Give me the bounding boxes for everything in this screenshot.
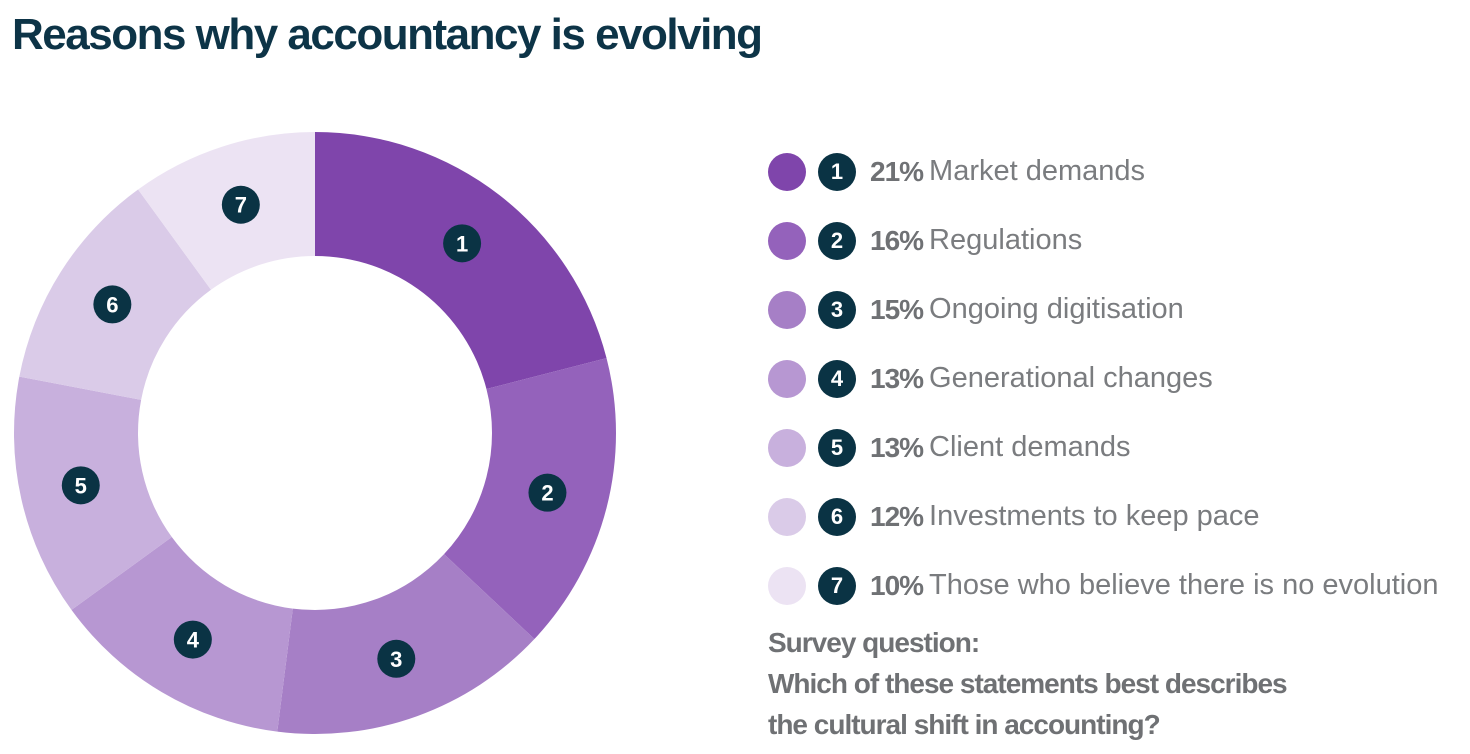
slice-badge — [93, 285, 132, 324]
legend-percent: 16% — [870, 224, 924, 256]
slice-badge — [377, 639, 416, 678]
legend-swatch — [768, 290, 806, 329]
legend-label: Investments to keep pace — [929, 500, 1260, 532]
legend-percent: 12% — [870, 500, 924, 532]
legend-label: Those who believe there is no evolution — [929, 569, 1439, 601]
slice-label: 5 — [75, 473, 87, 498]
legend-item: 2 16% Regulations — [768, 206, 1438, 275]
legend-swatch — [768, 428, 806, 467]
legend-badge: 1 — [818, 152, 856, 191]
slice-label: 4 — [187, 628, 200, 653]
slice-label: 2 — [541, 481, 553, 506]
slice-badge — [173, 620, 212, 659]
legend-swatch — [768, 497, 806, 536]
legend-label: Market demands — [929, 155, 1146, 187]
legend-swatch — [768, 359, 806, 398]
legend-percent: 15% — [870, 293, 924, 325]
legend-badge: 6 — [818, 497, 856, 536]
slice-label: 6 — [106, 292, 118, 317]
legend-badge: 4 — [818, 359, 856, 398]
slice-label: 7 — [235, 193, 247, 218]
legend-swatch — [768, 221, 806, 260]
legend-item: 6 12% Investments to keep pace — [768, 482, 1438, 551]
legend-badge: 5 — [818, 428, 856, 467]
legend-item: 7 10% Those who believe there is no evol… — [768, 551, 1438, 620]
donut-chart: 1 2 3 4 5 6 7 — [14, 132, 616, 734]
survey-question: Survey question: Which of these statemen… — [768, 622, 1288, 745]
legend-label: Client demands — [929, 431, 1131, 463]
legend-badge: 2 — [818, 221, 856, 260]
slice-badge — [528, 473, 567, 512]
legend-percent: 21% — [870, 155, 924, 187]
survey-text-line: the cultural shift in accounting? — [768, 709, 1161, 740]
legend-percent: 13% — [870, 431, 924, 463]
legend-item: 1 21% Market demands — [768, 137, 1438, 206]
legend-item: 3 15% Ongoing digitisation — [768, 275, 1438, 344]
survey-text-line: Which of these statements best describes — [768, 668, 1288, 699]
legend-percent: 10% — [870, 569, 924, 601]
legend-label: Regulations — [929, 224, 1083, 256]
legend-swatch — [768, 152, 806, 191]
legend-label: Generational changes — [929, 362, 1213, 394]
legend-item: 5 13% Client demands — [768, 413, 1438, 482]
legend-item: 4 13% Generational changes — [768, 344, 1438, 413]
legend-percent: 13% — [870, 362, 924, 394]
chart-title: Reasons why accountancy is evolving — [12, 10, 763, 59]
legend-label: Ongoing digitisation — [929, 293, 1184, 325]
slice-label: 1 — [456, 231, 468, 256]
slice-badge — [61, 466, 100, 505]
slice-badge — [221, 185, 260, 224]
legend-badge: 7 — [818, 566, 856, 605]
slice-badge — [443, 224, 482, 263]
legend-badge: 3 — [818, 290, 856, 329]
slice-label: 3 — [390, 647, 402, 672]
legend-swatch — [768, 566, 806, 605]
survey-label: Survey question: — [768, 627, 980, 658]
legend: 1 21% Market demands 2 16% Regulations 3… — [768, 137, 1438, 620]
